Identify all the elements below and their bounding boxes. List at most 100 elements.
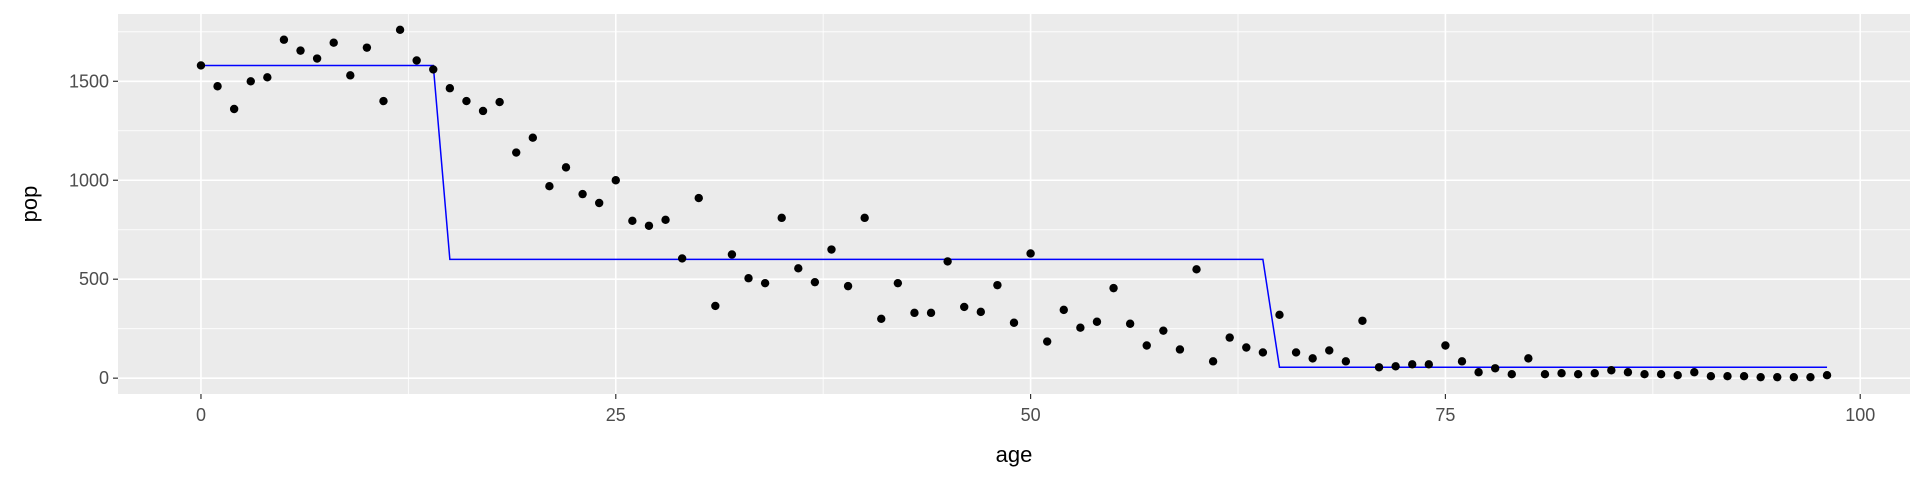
data-point	[843, 281, 853, 291]
data-point	[1258, 348, 1268, 357]
data-point	[1142, 341, 1151, 350]
data-point	[229, 104, 239, 114]
data-point	[545, 181, 554, 191]
data-point	[1208, 357, 1218, 366]
x-tick-label: 75	[1435, 405, 1455, 425]
data-point	[312, 54, 322, 63]
data-point	[760, 278, 770, 288]
x-tick-label: 50	[1021, 405, 1041, 425]
data-point	[1623, 368, 1633, 377]
data-point	[960, 302, 969, 312]
data-point	[478, 106, 488, 116]
data-point	[296, 46, 305, 55]
data-point	[1291, 348, 1301, 357]
data-point	[1806, 372, 1815, 382]
x-axis-title: age	[996, 442, 1033, 467]
data-point	[777, 213, 786, 223]
data-point	[1159, 326, 1168, 335]
data-point	[1275, 310, 1284, 320]
data-point	[1723, 371, 1732, 381]
data-point	[694, 193, 703, 203]
data-point	[1590, 369, 1599, 378]
data-point	[429, 65, 438, 74]
data-point	[1374, 363, 1384, 372]
data-point	[1457, 357, 1467, 366]
data-point	[1242, 343, 1251, 352]
minor-gridlines	[118, 14, 1910, 394]
y-tick-label: 1000	[69, 170, 109, 190]
data-point	[395, 25, 405, 35]
data-point	[877, 314, 886, 323]
data-point	[1690, 368, 1699, 377]
y-tick-label: 0	[99, 368, 109, 388]
data-point	[362, 43, 372, 52]
data-point	[1756, 372, 1765, 382]
data-point	[943, 257, 952, 266]
x-axis-ticks: 0 25 50 75 100	[196, 394, 1875, 425]
data-point	[1640, 370, 1649, 379]
data-point	[794, 264, 803, 273]
data-point	[412, 56, 421, 65]
data-point	[1822, 370, 1832, 380]
data-point	[1125, 319, 1135, 328]
plot-panel	[118, 14, 1910, 394]
data-point	[1358, 316, 1367, 325]
data-point	[1308, 354, 1317, 363]
data-point	[1109, 283, 1118, 293]
data-point	[445, 84, 455, 93]
data-point	[279, 35, 289, 44]
step-fit-line-group	[200, 64, 1828, 369]
y-tick-label: 500	[79, 269, 109, 289]
data-point	[1557, 369, 1566, 378]
data-point	[744, 274, 753, 283]
data-point	[1739, 371, 1749, 381]
data-point	[1540, 370, 1550, 379]
y-axis-title: pop	[17, 186, 42, 223]
data-point	[711, 301, 720, 311]
data-point	[1673, 370, 1682, 380]
data-point	[644, 221, 654, 230]
data-point	[1656, 370, 1666, 379]
data-point	[976, 307, 986, 317]
data-point	[528, 133, 538, 142]
data-point	[329, 38, 338, 47]
data-point	[1507, 370, 1516, 379]
data-point	[1789, 372, 1799, 382]
data-point	[1490, 364, 1500, 373]
data-point	[196, 61, 206, 70]
data-point	[910, 308, 919, 318]
data-point	[1042, 337, 1052, 346]
data-point	[1009, 318, 1019, 327]
data-point	[1092, 317, 1102, 326]
data-point	[661, 215, 670, 225]
data-point	[1225, 333, 1234, 342]
x-tick-label: 25	[606, 405, 626, 425]
data-point	[246, 77, 255, 86]
data-point	[993, 280, 1002, 290]
data-point	[263, 73, 272, 82]
data-point	[1076, 323, 1085, 332]
data-point	[1391, 362, 1400, 371]
data-point	[379, 96, 388, 106]
data-point	[462, 96, 471, 106]
data-point	[1325, 346, 1334, 355]
data-point	[346, 71, 355, 80]
x-tick-label: 0	[196, 405, 206, 425]
data-point	[1524, 354, 1533, 363]
data-point	[1773, 372, 1782, 382]
data-points	[196, 25, 1832, 382]
data-point	[1059, 305, 1068, 315]
data-point	[1441, 341, 1450, 350]
data-point	[1192, 265, 1201, 274]
data-point	[1026, 249, 1035, 258]
data-point	[495, 97, 504, 107]
data-point	[594, 198, 604, 208]
data-point	[578, 189, 587, 199]
y-tick-label: 1500	[69, 71, 109, 91]
data-point	[628, 216, 637, 226]
data-point	[893, 278, 903, 288]
data-point	[860, 213, 869, 223]
data-point	[1706, 371, 1716, 381]
y-axis-ticks: 0 500 1000 1500	[69, 71, 118, 388]
